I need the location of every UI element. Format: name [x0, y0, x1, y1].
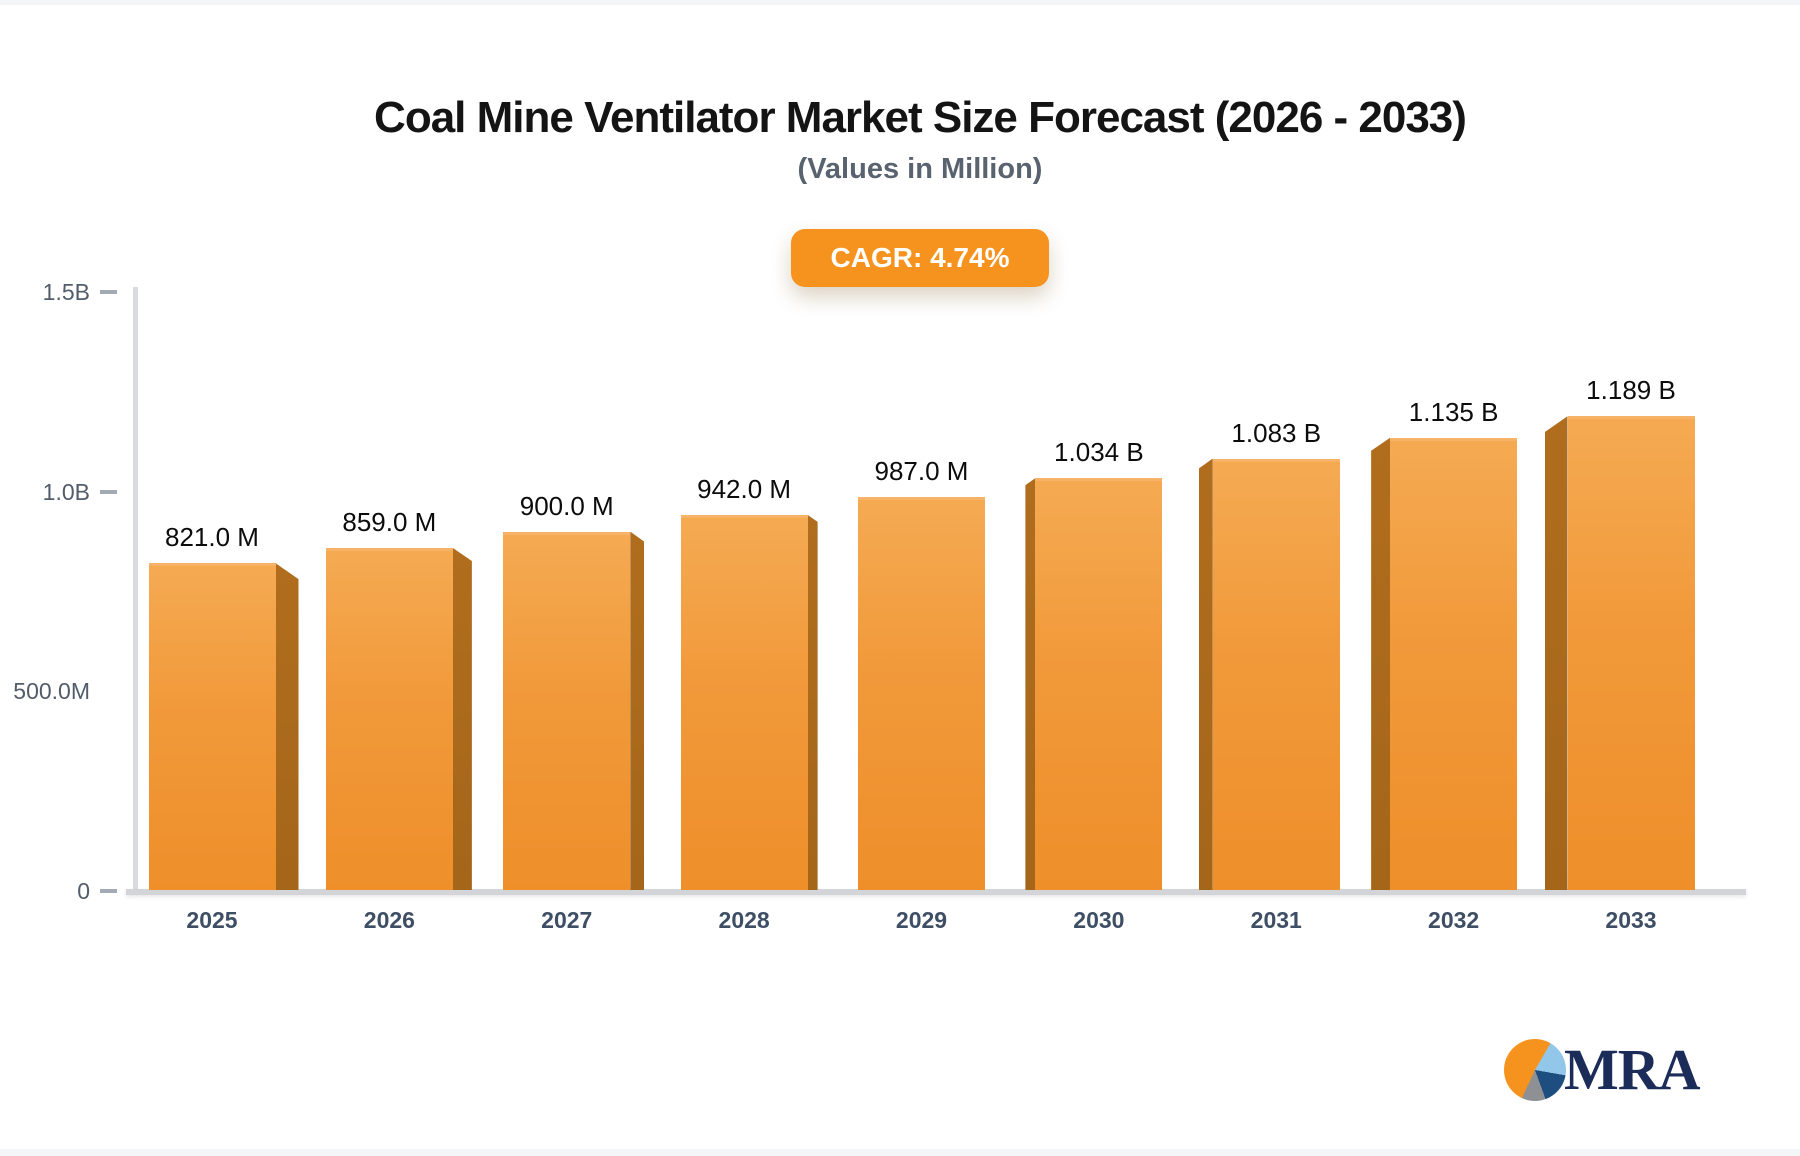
- bar-3d-side: [1371, 437, 1391, 890]
- bar-2025: [148, 563, 276, 890]
- chart-card: Coal Mine Ventilator Market Size Forecas…: [0, 5, 1800, 1149]
- bar-2030: [1035, 478, 1163, 890]
- chart-subtitle: (Values in Million): [797, 153, 1043, 185]
- bar-2027: [503, 531, 631, 890]
- x-tick-label: 2032: [1428, 907, 1480, 933]
- chart-title: Coal Mine Ventilator Market Size Forecas…: [374, 93, 1467, 142]
- y-tick-dash: [100, 889, 117, 893]
- bar-3d-side: [1544, 416, 1568, 890]
- y-tick-label: 1.0B: [42, 478, 90, 505]
- bar-2033: [1567, 416, 1695, 890]
- bar-2032: [1390, 437, 1518, 890]
- bar-3d-side: [1198, 458, 1213, 890]
- bar-3d-side: [807, 514, 818, 890]
- x-tick-label: 2030: [1073, 907, 1125, 933]
- x-tick-label: 2033: [1605, 907, 1657, 933]
- bar-3d-side: [452, 547, 472, 890]
- bar-value-label: 1.189 B: [1586, 375, 1676, 406]
- y-tick-label: 0: [77, 878, 90, 904]
- x-tick-label: 2025: [186, 907, 238, 933]
- x-tick-label: 2029: [895, 907, 948, 933]
- bar-value-label: 821.0 M: [165, 522, 259, 553]
- x-axis-baseline: [126, 889, 1746, 895]
- x-tick-label: 2031: [1250, 907, 1302, 933]
- x-tick-label: 2026: [363, 907, 415, 933]
- y-tick-label: 500.0M: [13, 678, 90, 705]
- bar-value-label: 900.0 M: [519, 490, 614, 521]
- bar-value-label: 859.0 M: [342, 506, 437, 537]
- bar-3d-side: [275, 563, 299, 890]
- bar-2029: [858, 496, 985, 890]
- logo-text: MRA: [1564, 1037, 1701, 1102]
- x-tick-label: 2027: [541, 907, 593, 933]
- bar-value-label: 1.034 B: [1054, 437, 1144, 468]
- bar-value-label: 942.0 M: [697, 473, 792, 504]
- bar-value-label: 987.0 M: [874, 455, 969, 486]
- bar-value-label: 1.135 B: [1408, 396, 1499, 427]
- bar-2026: [325, 547, 453, 890]
- x-tick-label: 2028: [718, 907, 770, 933]
- bar-2031: [1212, 458, 1340, 890]
- bar-3d-side: [1025, 478, 1036, 890]
- cagr-badge: CAGR: 4.74%: [791, 229, 1049, 287]
- y-tick-dash: [100, 489, 117, 494]
- bar-2028: [680, 514, 808, 890]
- y-axis-line: [133, 287, 138, 894]
- y-tick-label: 1.5B: [42, 279, 90, 305]
- mra-logo: MRA: [1504, 1037, 1701, 1102]
- pie-chart-icon: [1504, 1039, 1566, 1101]
- bar-3d-side: [630, 531, 645, 890]
- bar-value-label: 1.083 B: [1231, 417, 1322, 448]
- y-tick-dash: [100, 290, 117, 294]
